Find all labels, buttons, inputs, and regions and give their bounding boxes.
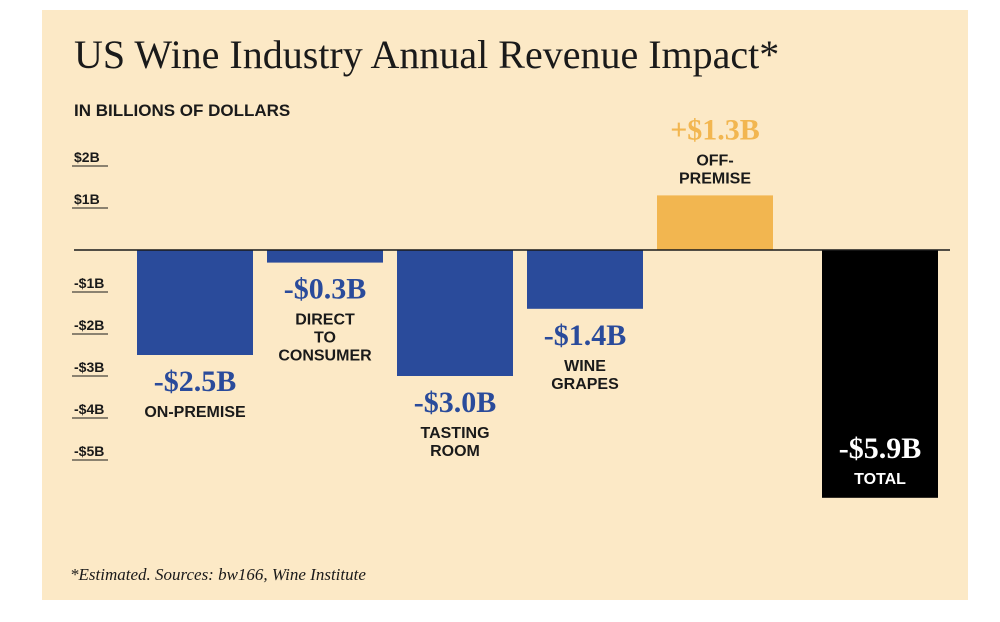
bar	[397, 250, 513, 376]
value-label: -$2.5B	[154, 365, 237, 398]
y-tick-label: $2B	[74, 149, 100, 165]
category-label: DIRECT TO CONSUMER	[278, 312, 372, 365]
value-label: -$0.3B	[284, 273, 367, 306]
category-label: TASTING ROOM	[420, 425, 489, 460]
category-label: OFF-PREMISE	[679, 152, 751, 187]
bar	[822, 250, 938, 498]
category-label: TOTAL	[854, 471, 906, 488]
y-tick-label: -$1B	[74, 275, 104, 291]
chart-subtitle: IN BILLIONS OF DOLLARS	[74, 101, 290, 120]
y-tick-label: $1B	[74, 191, 100, 207]
bar	[137, 250, 253, 355]
bar	[527, 250, 643, 309]
value-label: -$5.9B	[839, 432, 922, 465]
bar	[267, 250, 383, 263]
y-tick-label: -$3B	[74, 359, 104, 375]
bar	[657, 195, 773, 250]
y-tick-label: -$2B	[74, 317, 104, 333]
y-tick-label: -$4B	[74, 401, 104, 417]
chart-title: US Wine Industry Annual Revenue Impact*	[74, 32, 779, 77]
footnote: *Estimated. Sources: bw166, Wine Institu…	[70, 565, 366, 584]
value-label: +$1.3B	[670, 113, 760, 146]
category-label: ON-PREMISE	[144, 404, 246, 421]
category-label: WINE GRAPES	[551, 358, 619, 393]
value-label: -$3.0B	[414, 386, 497, 419]
value-label: -$1.4B	[544, 319, 627, 352]
y-tick-label: -$5B	[74, 443, 104, 459]
